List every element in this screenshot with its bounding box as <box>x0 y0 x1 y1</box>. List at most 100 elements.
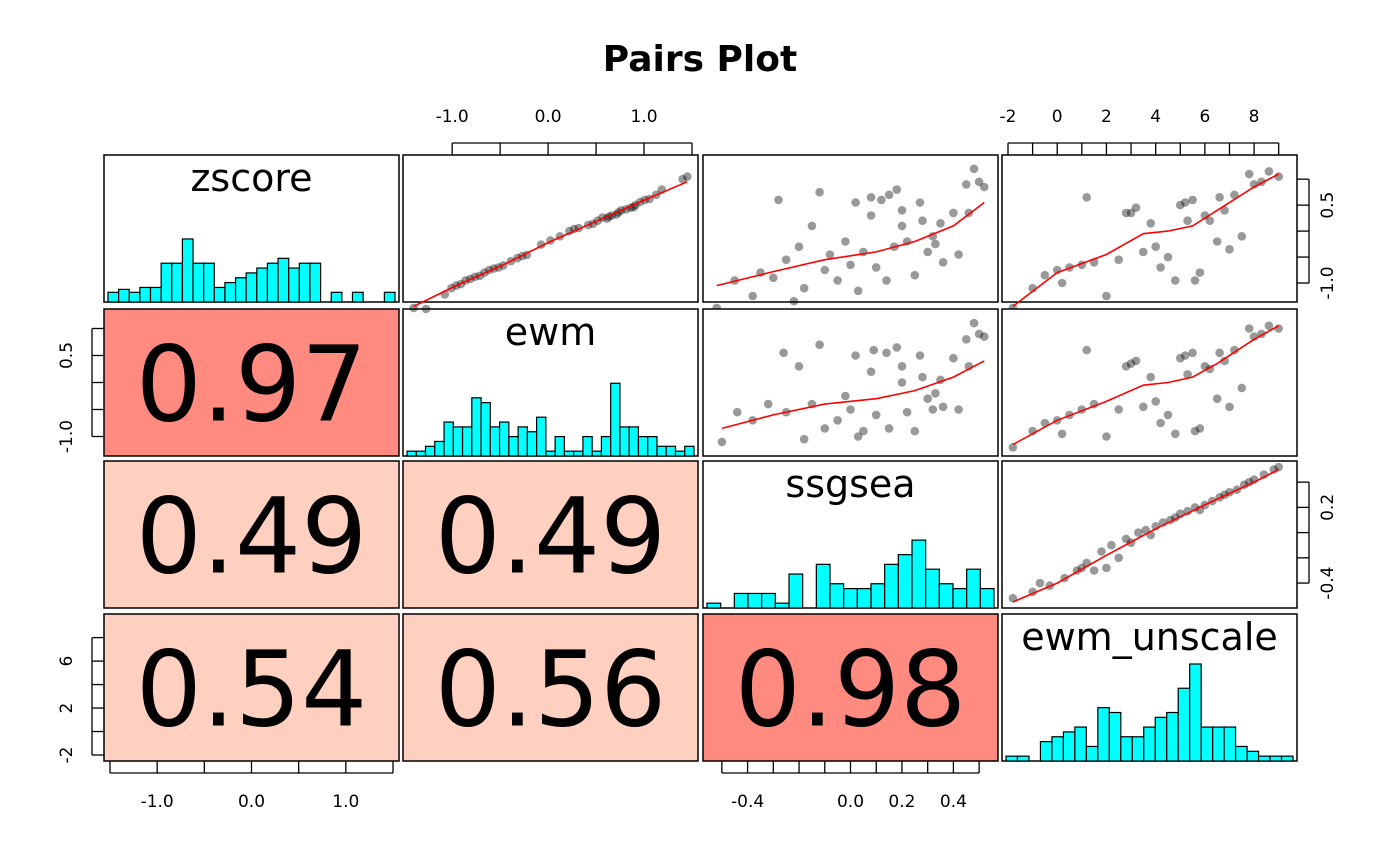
scatter-point <box>1274 462 1283 472</box>
scatter-point <box>1114 553 1123 563</box>
histogram-bar <box>747 592 763 609</box>
top-axis-ewm_unscale: -2 0 2 4 6 8 <box>1000 107 1280 155</box>
scatter-point <box>1180 198 1190 207</box>
scatter-point <box>897 362 907 371</box>
scatter-point <box>1139 402 1148 412</box>
scatter-point <box>779 348 788 358</box>
scatter-point <box>892 343 902 352</box>
correlation-cell <box>402 613 699 762</box>
scatter-point <box>1156 263 1165 272</box>
scatter-point <box>678 174 687 184</box>
scatter-point <box>949 208 958 218</box>
histogram-bar <box>1223 726 1237 762</box>
histogram-bar <box>563 450 575 457</box>
tick-label: 4 <box>1150 107 1161 127</box>
histogram-bar <box>884 563 899 609</box>
tick-label: -0.4 <box>731 792 764 812</box>
scatter-panel-ewm_unscale-ssgsea <box>1001 460 1298 609</box>
scatter-point <box>1225 402 1234 412</box>
smooth-line <box>716 201 985 287</box>
scatter-point <box>799 283 809 293</box>
scatter-point <box>820 265 830 275</box>
scatter-point <box>799 434 809 444</box>
histogram-bar <box>1039 740 1053 762</box>
scatter-point <box>918 372 927 382</box>
histogram-bar <box>461 426 473 457</box>
scatter-point <box>1102 432 1111 441</box>
panel-frame <box>1001 308 1298 457</box>
histogram-bar <box>829 583 845 609</box>
scatter-panel-ewm_unscale-zscore <box>1001 154 1298 313</box>
scatter-point <box>936 219 945 228</box>
histogram-bar <box>443 421 454 457</box>
panel-grid: zscore ewm ssgsea ewm_unscale 0.97 0.49 0.49 0.… <box>103 154 1298 762</box>
histogram-bar <box>434 440 445 457</box>
scatter-point <box>794 242 804 251</box>
correlation-value: 0.49 <box>136 476 368 598</box>
scatter-point <box>853 286 863 296</box>
smooth-line <box>721 360 985 430</box>
histogram-bar <box>471 397 482 457</box>
scatter-point <box>897 206 907 215</box>
histogram-bar <box>203 262 215 303</box>
tick-label: -1.0 <box>57 420 77 453</box>
scatter-point <box>1089 566 1099 575</box>
scatter-point <box>569 224 579 234</box>
scatter-point <box>1131 356 1141 366</box>
histogram-bar <box>415 450 427 457</box>
variable-label: ewm_unscale <box>1021 615 1278 659</box>
scatter-point <box>1114 405 1123 414</box>
scatter-point <box>807 221 817 231</box>
histogram-bar <box>684 445 695 457</box>
panel-frame <box>702 308 999 457</box>
histogram-bar <box>171 262 184 303</box>
scatter-point <box>820 424 830 433</box>
histogram-bar <box>619 426 630 457</box>
histogram-bar <box>1120 736 1133 762</box>
histogram-bar <box>582 436 593 457</box>
scatter-point <box>1121 208 1131 218</box>
scatter-point <box>897 221 907 231</box>
scatter-panel-ewm-zscore <box>402 154 699 314</box>
tick-label: -2 <box>57 747 77 764</box>
right-axis-ssgsea: 0.2 -0.4 <box>1297 481 1338 600</box>
histogram-bar <box>298 262 311 303</box>
scatter-point <box>1163 252 1173 262</box>
histogram-bar <box>139 286 152 303</box>
histogram-bar <box>424 445 436 457</box>
histogram-bar <box>938 583 954 609</box>
scatter-point <box>1102 563 1111 573</box>
scatter-point <box>1274 172 1283 181</box>
axes-layer: -1.0 0.0 1.0 -2 0 2 4 6 8 -1.0 0.0 1.0 -0.4 0.0 0.2 0.4… <box>57 107 1338 812</box>
scatter-point <box>859 426 868 436</box>
scatter-point <box>1220 356 1229 366</box>
top-axis-ewm: -1.0 0.0 1.0 <box>436 107 693 155</box>
tick-label: -1.0 <box>1318 266 1338 299</box>
correlation-cell <box>103 308 400 457</box>
histogram-bar <box>573 450 584 457</box>
histogram-bar <box>508 436 519 457</box>
histogram-bar <box>966 568 981 609</box>
histogram-bar <box>591 450 603 457</box>
scatter-point <box>1183 370 1192 379</box>
scatter-point <box>915 351 925 360</box>
scatter-point <box>1188 195 1197 205</box>
scatter-point <box>915 198 925 207</box>
scatter-point <box>1183 216 1192 225</box>
scatter-point <box>1230 190 1239 200</box>
scatter-point <box>1230 345 1239 355</box>
smooth-line <box>1012 325 1280 446</box>
scatter-point <box>1180 351 1190 360</box>
histogram-bar <box>1212 726 1225 762</box>
scatter-point <box>1126 359 1136 368</box>
histogram-bar <box>925 568 940 609</box>
histogram-bar <box>1257 755 1271 762</box>
histogram-bar <box>118 288 130 303</box>
tick-label: 6 <box>1199 107 1210 127</box>
scatter-point <box>969 164 979 174</box>
scatter-point <box>1035 578 1045 588</box>
scatter-point <box>1156 418 1165 428</box>
histogram-bar <box>843 587 858 609</box>
tick-label: 0.0 <box>837 792 864 812</box>
scatter-point <box>962 180 971 189</box>
